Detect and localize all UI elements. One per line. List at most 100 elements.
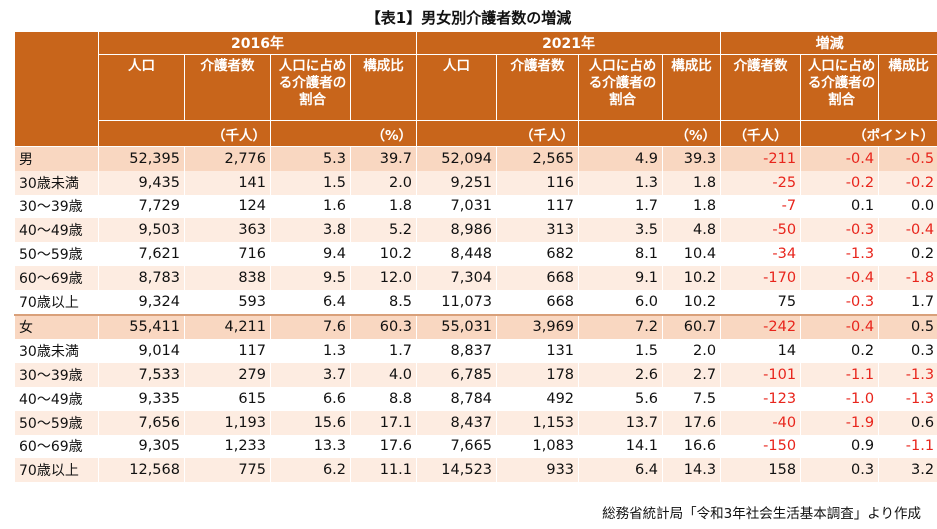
table-cell: 8,437 [416, 410, 498, 435]
header-change: 増減 [720, 31, 937, 55]
table-cell: 4.0 [349, 363, 418, 387]
table-cell: 3,969 [496, 313, 580, 340]
table-cell: 9,324 [98, 289, 185, 315]
table-cell: 17.6 [349, 434, 418, 459]
table-cell: 313 [496, 218, 580, 243]
table-row: 50～59歳 7,621 716 9.4 10.2 8,448 682 8.1 10.4 -34-… [14, 242, 937, 266]
table-cell: 9.4 [270, 242, 351, 266]
table-cell: 1.5 [270, 170, 351, 195]
row-label: 40～49歳 [14, 386, 99, 411]
table-cell: 3.8 [270, 218, 351, 243]
table-cell: 178 [496, 363, 580, 387]
table-cell: 1,083 [496, 434, 580, 459]
table-row: 60～69歳 8,783 838 9.5 12.0 7,304 668 9.1 10.2 -170… [14, 265, 937, 290]
table-cell: -25 [720, 170, 802, 195]
table-cell: 6.2 [270, 458, 351, 483]
table-cell: 39.3 [662, 146, 722, 171]
table-cell: 1,233 [184, 434, 271, 459]
row-label: 60～69歳 [14, 265, 99, 290]
table-cell: 14.1 [578, 434, 664, 459]
header-year-2021: 2021年 [416, 31, 722, 55]
header-caregivers-change: 介護者数 [720, 54, 802, 121]
table-cell: 279 [184, 363, 271, 387]
table-cell: 0.9 [800, 434, 880, 459]
table-row: 70歳以上 12,568 775 6.2 11.1 14,523 933 6.4 14.3 158… [14, 458, 937, 483]
table-cell: 4.9 [578, 146, 664, 171]
table-cell: 2,776 [184, 146, 271, 171]
table-cell: 9,503 [98, 218, 185, 243]
table-cell: 2.7 [662, 363, 722, 387]
table-row: 女 55,411 4,211 7.6 60.3 55,031 3,969 7.2 60.7 -24… [14, 313, 937, 340]
table-cell: -211 [720, 146, 802, 171]
table-cell: 1.6 [270, 194, 351, 219]
table-row: 30～39歳 7,729 124 1.6 1.8 7,031 117 1.7 1.8 -7 0.1 0… [14, 194, 937, 219]
header-ratio-2021: 人口に占める介護者の割合 [578, 54, 664, 121]
table-cell: 682 [496, 242, 580, 266]
table-cell: 8.1 [578, 242, 664, 266]
table-cell: 11,073 [416, 289, 498, 315]
table-row: 60～69歳 9,305 1,233 13.3 17.6 7,665 1,083 14.1 16… [14, 434, 937, 459]
table-cell: 0.3 [800, 458, 880, 483]
table-cell: 7,656 [98, 410, 185, 435]
table-cell: 141 [184, 170, 271, 195]
table-cell: 7.2 [578, 313, 664, 340]
table-cell: -0.5 [878, 146, 937, 171]
header-ratio-2016: 人口に占める介護者の割合 [270, 54, 351, 121]
table-cell: -1.3 [878, 363, 937, 387]
row-label: 60～69歳 [14, 434, 99, 459]
table-cell: 2.0 [662, 339, 722, 364]
table-cell: 14.3 [662, 458, 722, 483]
table-cell: 52,395 [98, 146, 185, 171]
table-row: 30歳未満 9,014 117 1.3 1.7 8,837 131 1.5 2.0 14 0.2 0.… [14, 339, 937, 364]
table-cell: -7 [720, 194, 802, 219]
table-cell: 0.6 [878, 410, 937, 435]
table-cell: 11.1 [349, 458, 418, 483]
table-cell: 716 [184, 242, 271, 266]
table-cell: 5.2 [349, 218, 418, 243]
table-cell: 15.6 [270, 410, 351, 435]
table-cell: 9,335 [98, 386, 185, 411]
table-cell: 2,565 [496, 146, 580, 171]
table-cell: 668 [496, 265, 580, 290]
table-cell: 10.2 [349, 242, 418, 266]
table-cell: 9,435 [98, 170, 185, 195]
header-year-2016: 2016年 [97, 31, 418, 55]
table-cell: 52,094 [416, 146, 498, 171]
table-cell: 2.6 [578, 363, 664, 387]
table-cell: -34 [720, 242, 802, 266]
table-row: 50～59歳 7,656 1,193 15.6 17.1 8,437 1,153 13.7 17… [14, 410, 937, 435]
table-cell: -1.1 [878, 434, 937, 459]
unit-percent-2016: （%） [269, 120, 418, 147]
table-cell: 1,153 [496, 410, 580, 435]
table-cell: 12,568 [98, 458, 185, 483]
table-cell: 14,523 [416, 458, 498, 483]
table-cell: 4,211 [184, 313, 271, 340]
table-cell: 8,837 [416, 339, 498, 364]
table-cell: -0.3 [800, 289, 880, 315]
row-label: 70歳以上 [14, 289, 99, 315]
table-cell: 117 [184, 339, 271, 364]
table-cell: 1.8 [349, 194, 418, 219]
table-row: 40～49歳 9,335 615 6.6 8.8 8,784 492 5.6 7.5 -123 -1… [14, 386, 937, 411]
table-cell: 4.8 [662, 218, 722, 243]
table-cell: 1.8 [662, 194, 722, 219]
table-cell: 75 [720, 289, 802, 315]
table-cell: 10.2 [662, 289, 722, 315]
table-cell: -242 [720, 313, 802, 340]
table-cell: -1.8 [878, 265, 937, 290]
table-cell: 7.6 [270, 313, 351, 340]
table-cell: 8,784 [416, 386, 498, 411]
table-row: 30～39歳 7,533 279 3.7 4.0 6,785 178 2.6 2.7 -101 -1… [14, 363, 937, 387]
table-cell: 17.1 [349, 410, 418, 435]
table-cell: 8,986 [416, 218, 498, 243]
table-cell: -1.3 [878, 386, 937, 411]
table-cell: 1.3 [270, 339, 351, 364]
row-label: 30～39歳 [14, 363, 99, 387]
table-cell: 5.6 [578, 386, 664, 411]
table-cell: 9,014 [98, 339, 185, 364]
table-cell: 1.7 [349, 339, 418, 364]
table-cell: 7,031 [416, 194, 498, 219]
table-cell: 7,621 [98, 242, 185, 266]
table-row: 男 52,395 2,776 5.3 39.7 52,094 2,565 4.9 39.3 -21… [14, 146, 937, 171]
table-cell: 39.7 [349, 146, 418, 171]
